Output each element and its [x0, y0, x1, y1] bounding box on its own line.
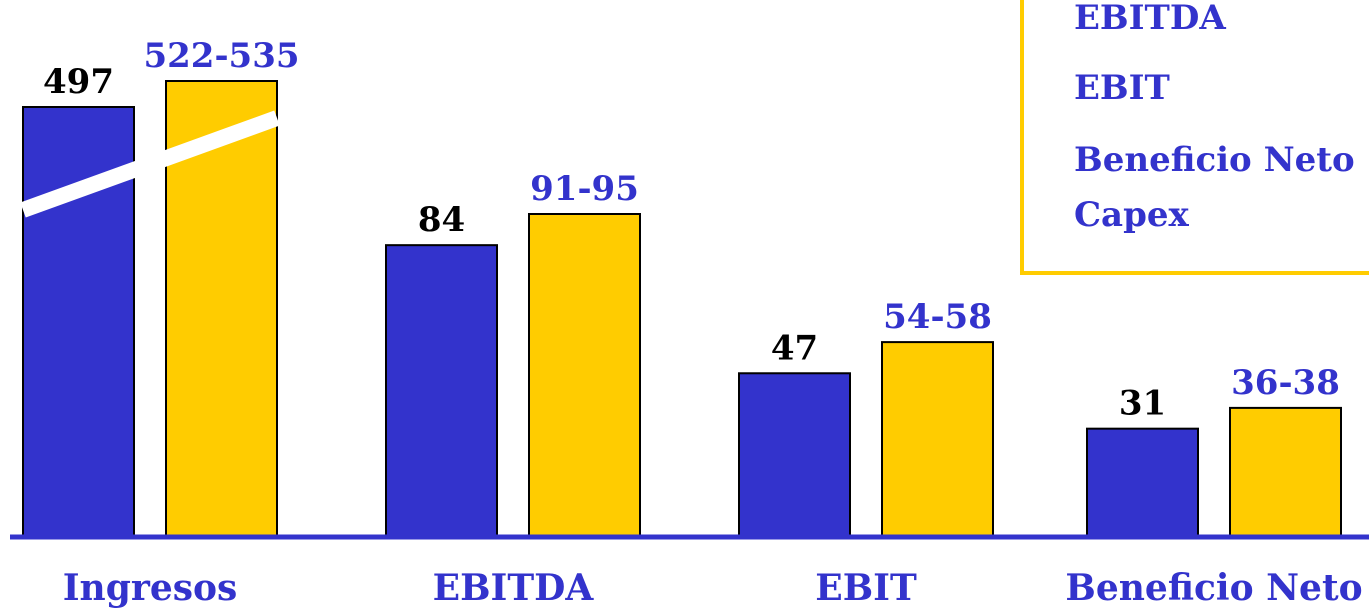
bar-beneficio-neto-series-1	[1229, 406, 1342, 538]
legend-item-ebit: EBIT	[1074, 68, 1170, 108]
legend-item-capex: Capex	[1074, 195, 1189, 235]
bar-beneficio-neto-series-0	[1086, 427, 1199, 537]
value-label-beneficio-neto-series-1: 36-38	[1231, 363, 1340, 403]
value-label-ingresos-series-0: 497	[43, 62, 114, 102]
legend-item-ebitda: EBITDA	[1074, 0, 1226, 38]
legend-item-beneficio-neto: Beneficio Neto	[1074, 140, 1355, 180]
bar-ebit-series-1	[881, 341, 994, 537]
category-label-ebit: EBIT	[815, 567, 917, 609]
value-label-ebit-series-1: 54-58	[883, 297, 992, 337]
value-label-ebitda-series-1: 91-95	[530, 169, 639, 209]
value-label-beneficio-neto-series-0: 31	[1119, 384, 1166, 424]
value-label-ebit-series-0: 47	[771, 328, 818, 368]
legend: EBITDA EBIT Beneficio Neto Capex	[1020, 0, 1369, 275]
category-label-beneficio-neto: Beneficio Neto	[1065, 567, 1362, 609]
bar-ingresos-series-1	[165, 80, 278, 537]
value-label-ebitda-series-0: 84	[418, 200, 465, 240]
category-label-ingresos: Ingresos	[63, 567, 238, 609]
bar-ebitda-series-0	[385, 244, 498, 537]
bar-ebit-series-0	[738, 372, 851, 538]
value-label-ingresos-series-1: 522-535	[143, 36, 299, 76]
category-label-ebitda: EBITDA	[433, 567, 595, 609]
axis-break-mark	[20, 110, 280, 218]
bar-ebitda-series-1	[528, 213, 641, 537]
